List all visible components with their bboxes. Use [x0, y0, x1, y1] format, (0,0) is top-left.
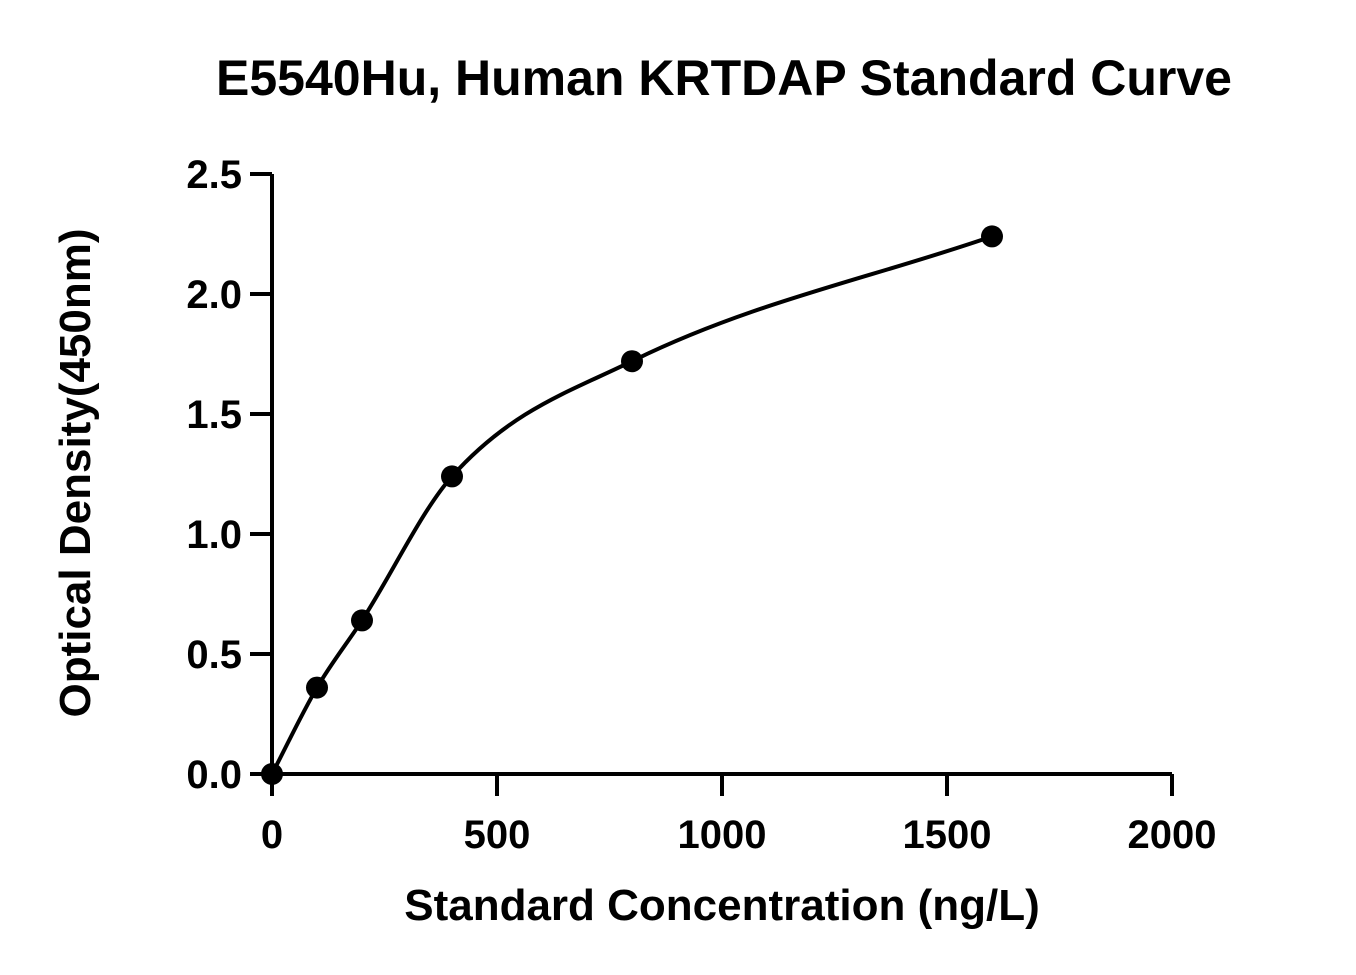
data-point	[441, 465, 463, 488]
x-axis-label: Standard Concentration (ng/L)	[404, 881, 1040, 930]
y-tick-label: 2.5	[186, 153, 242, 197]
data-points	[261, 225, 1003, 785]
x-tick-label: 1000	[678, 813, 767, 857]
y-tick-label: 0.0	[186, 753, 242, 797]
y-axis-label: Optical Density(450nm)	[51, 228, 100, 717]
y-tick-label: 2.0	[186, 273, 242, 317]
y-tick-label: 1.0	[186, 513, 242, 557]
fit-curve-group	[270, 234, 993, 775]
x-tick-label: 2000	[1128, 813, 1217, 857]
x-tick-label: 1500	[903, 813, 992, 857]
x-tick-label: 500	[464, 813, 531, 857]
chart-title: E5540Hu, Human KRTDAP Standard Curve	[216, 50, 1232, 106]
y-tick-label: 0.5	[186, 633, 242, 677]
data-point	[261, 763, 283, 785]
fit-curve	[270, 234, 993, 775]
data-point	[981, 225, 1003, 248]
data-point	[306, 676, 328, 699]
y-tick-label: 1.5	[186, 393, 242, 437]
data-point	[621, 350, 643, 373]
axes: 0.0 0.5 1.0 1.5 2.0 2.5 0 500 1000 1500 2000	[186, 153, 1216, 857]
data-point	[351, 609, 373, 632]
x-tick-label: 0	[261, 813, 283, 857]
